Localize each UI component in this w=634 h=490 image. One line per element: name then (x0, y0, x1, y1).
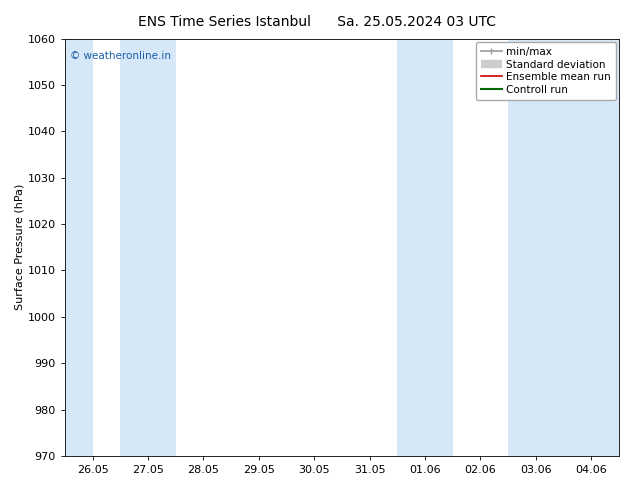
Legend: min/max, Standard deviation, Ensemble mean run, Controll run: min/max, Standard deviation, Ensemble me… (476, 42, 616, 100)
Bar (508, 39, 619, 456)
Bar (120, 39, 176, 456)
Text: ENS Time Series Istanbul      Sa. 25.05.2024 03 UTC: ENS Time Series Istanbul Sa. 25.05.2024 … (138, 15, 496, 29)
Bar (65, 39, 93, 456)
Text: © weatheronline.in: © weatheronline.in (70, 51, 171, 61)
Y-axis label: Surface Pressure (hPa): Surface Pressure (hPa) (15, 184, 25, 311)
Bar (398, 39, 453, 456)
